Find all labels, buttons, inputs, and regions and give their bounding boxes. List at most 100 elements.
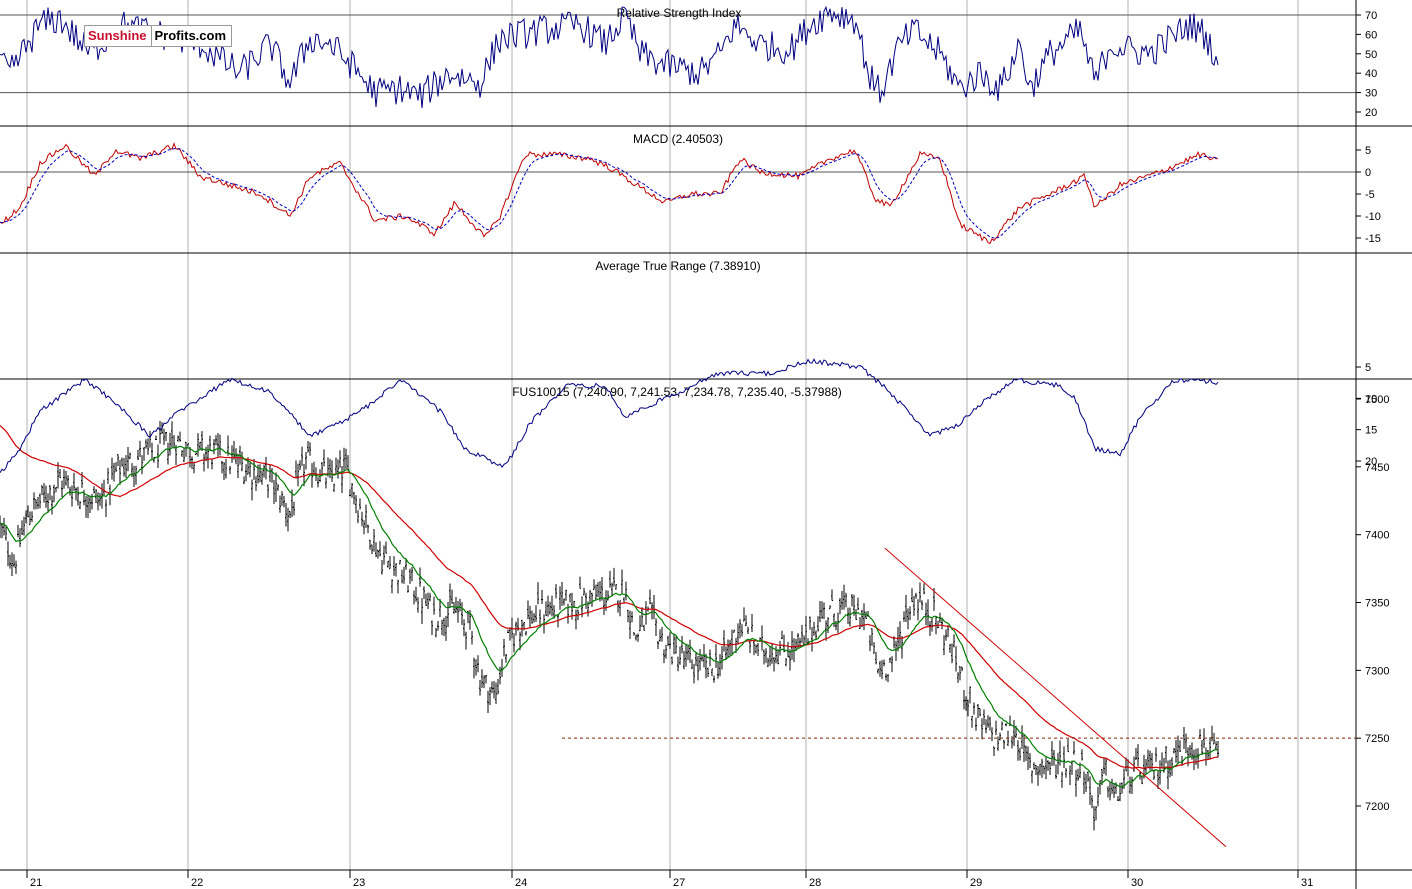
ohlc-bar xyxy=(197,433,199,457)
ohlc-bar xyxy=(1189,744,1191,758)
ohlc-bar xyxy=(1047,760,1049,771)
ohlc-bar xyxy=(1095,806,1097,821)
ohlc-bar xyxy=(387,560,389,568)
atr-line xyxy=(0,358,1219,474)
ohlc-bar xyxy=(1075,769,1077,797)
ohlc-bar xyxy=(951,643,953,664)
price-panel: FUS10015 (7,240.90, 7,241.53, 7,234.78, … xyxy=(512,385,842,399)
ohlc-bar xyxy=(1051,741,1053,767)
ohlc-bar xyxy=(493,681,495,699)
ohlc-bar xyxy=(17,524,19,538)
ohlc-bar xyxy=(985,719,987,734)
rsi-panel: Relative Strength Index xyxy=(617,6,742,20)
declining-trend-line xyxy=(884,547,1227,848)
ohlc-bar xyxy=(641,607,643,627)
ohlc-bar xyxy=(163,428,165,445)
ohlc-bar xyxy=(805,616,807,644)
ohlc-bar xyxy=(661,626,663,642)
ohlc-bar xyxy=(1097,786,1099,807)
ohlc-bar xyxy=(9,554,11,569)
ohlc-bar xyxy=(919,582,921,603)
ohlc-bar xyxy=(1179,740,1181,752)
ohlc-bar xyxy=(1109,782,1111,801)
ohlc-bar xyxy=(553,605,555,619)
ohlc-bar xyxy=(431,620,433,636)
x-tick-label: 28 xyxy=(809,877,821,889)
ohlc-bar xyxy=(343,447,345,471)
ohlc-bar xyxy=(49,485,51,501)
ohlc-bar xyxy=(1091,795,1093,809)
ohlc-bar xyxy=(691,659,693,669)
ohlc-bar xyxy=(955,646,957,672)
ohlc-bar xyxy=(941,618,943,630)
ohlc-bar xyxy=(45,485,47,508)
ohlc-bar xyxy=(19,528,21,548)
ohlc-bar xyxy=(505,654,507,663)
ohlc-bar xyxy=(755,644,757,654)
ohlc-bar xyxy=(0,515,1,539)
macd-tick-label: -15 xyxy=(1365,233,1381,245)
ohlc-bar xyxy=(911,588,913,603)
ohlc-bar xyxy=(307,441,309,453)
ohlc-bar xyxy=(345,448,347,470)
ohlc-bar xyxy=(409,568,411,584)
ohlc-bar xyxy=(907,608,909,630)
ohlc-bar xyxy=(589,590,591,605)
macd-tick-label: 0 xyxy=(1365,167,1371,179)
x-tick-label: 21 xyxy=(30,877,42,889)
ohlc-bar xyxy=(715,644,717,668)
ohlc-bar xyxy=(811,627,813,652)
ohlc-bar xyxy=(219,434,221,456)
ohlc-bar xyxy=(59,469,61,479)
ohlc-bar xyxy=(509,627,511,641)
ohlc-bar xyxy=(851,594,853,607)
ohlc-bar xyxy=(1117,796,1119,801)
ohlc-bar xyxy=(1133,756,1135,772)
ohlc-bar xyxy=(479,680,481,696)
ohlc-bar xyxy=(211,459,213,470)
ohlc-bar xyxy=(971,715,973,728)
ohlc-bar xyxy=(435,627,437,638)
ohlc-bar xyxy=(215,435,217,446)
ohlc-bar xyxy=(165,431,167,442)
ohlc-bar xyxy=(617,600,619,613)
ohlc-bar xyxy=(271,468,273,483)
ohlc-bar xyxy=(937,620,939,629)
ohlc-bar xyxy=(745,615,747,627)
ohlc-bar xyxy=(859,617,861,629)
ohlc-bar xyxy=(287,507,289,532)
atr-panel: Average True Range (7.38910) xyxy=(595,259,760,273)
ohlc-bar xyxy=(949,643,951,653)
ohlc-bar xyxy=(1021,725,1023,749)
ohlc-bar xyxy=(651,602,653,620)
ohlc-bar xyxy=(131,463,133,478)
ohlc-bar xyxy=(229,465,231,475)
ohlc-bar xyxy=(753,640,755,656)
ohlc-bar xyxy=(615,584,617,590)
ohlc-bar xyxy=(241,451,243,472)
ohlc-bar xyxy=(157,444,159,468)
ohlc-bar xyxy=(555,584,557,599)
ohlc-bar xyxy=(771,643,773,664)
ohlc-bar xyxy=(915,592,917,599)
ohlc-bar xyxy=(1161,752,1163,769)
ohlc-bar xyxy=(905,594,907,623)
ohlc-bar xyxy=(1155,747,1157,762)
ohlc-bar xyxy=(1099,780,1101,795)
ohlc-bar xyxy=(781,630,783,640)
ohlc-bar xyxy=(377,549,379,559)
ohlc-bar xyxy=(481,669,483,688)
ohlc-bar xyxy=(107,467,109,484)
ohlc-bar xyxy=(549,601,551,615)
ohlc-bar xyxy=(921,600,923,611)
ohlc-bar xyxy=(159,420,161,444)
ohlc-bar xyxy=(395,563,397,577)
price-title: FUS10015 (7,240.90, 7,241.53, 7,234.78, … xyxy=(512,385,842,399)
ohlc-bar xyxy=(917,599,919,621)
ohlc-bar xyxy=(1085,773,1087,793)
ohlc-bar xyxy=(495,682,497,704)
ohlc-bar xyxy=(1081,749,1083,761)
ohlc-bar xyxy=(725,646,727,661)
ohlc-bar xyxy=(351,483,353,498)
ohlc-bar xyxy=(769,646,771,666)
